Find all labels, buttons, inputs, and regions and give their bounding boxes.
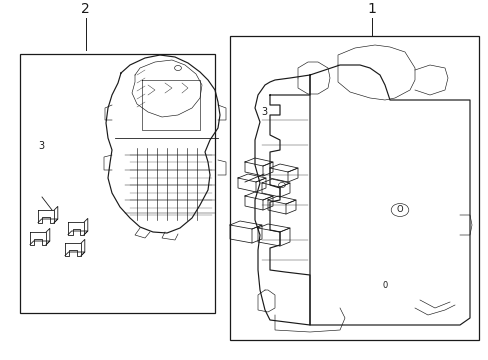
Text: 2: 2 [81,2,90,16]
Text: 3: 3 [39,141,44,151]
Text: O: O [396,206,403,215]
Text: 0: 0 [382,280,387,289]
Bar [229,36,478,340]
Text: 1: 1 [366,2,375,16]
Bar [20,54,215,313]
Text: 3: 3 [261,107,266,117]
